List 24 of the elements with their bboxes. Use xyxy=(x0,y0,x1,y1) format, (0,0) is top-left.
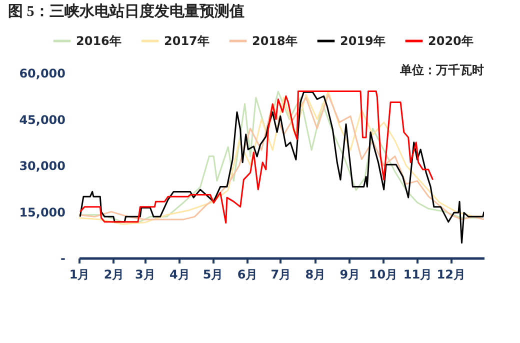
x-tick-label: 4月 xyxy=(169,268,190,282)
x-tick-label: 1月 xyxy=(69,268,90,282)
legend-label: 2018年 xyxy=(252,34,298,48)
y-tick-label: 30,000 xyxy=(19,159,66,173)
x-tick-label: 9月 xyxy=(340,268,360,282)
x-tick-label: 8月 xyxy=(305,268,326,282)
x-tick-label: 7月 xyxy=(270,268,292,282)
x-tick-label: 2月 xyxy=(104,268,124,282)
x-tick-label: 5月 xyxy=(202,268,224,282)
y-tick-label: 45,000 xyxy=(19,112,66,127)
legend-label: 2019年 xyxy=(340,34,386,48)
legend-label: 2020年 xyxy=(428,34,474,48)
legend-label: 2016年 xyxy=(76,34,122,48)
y-tick-label: - xyxy=(60,252,66,266)
x-tick-label: 6月 xyxy=(237,268,258,282)
x-tick-label: 11月 xyxy=(403,268,432,282)
annotation: 单位：万千瓦时 xyxy=(399,63,484,77)
legend-label: 2017年 xyxy=(164,34,210,48)
chart-title: 图 5：三峡水电站日度发电量预测值 xyxy=(8,2,244,20)
y-tick-label: 60,000 xyxy=(19,66,66,80)
y-tick-label: 15,000 xyxy=(19,205,66,220)
x-tick-label: 10月 xyxy=(368,268,398,282)
x-tick-label: 3月 xyxy=(134,268,156,282)
x-tick-label: 12月 xyxy=(436,268,466,282)
